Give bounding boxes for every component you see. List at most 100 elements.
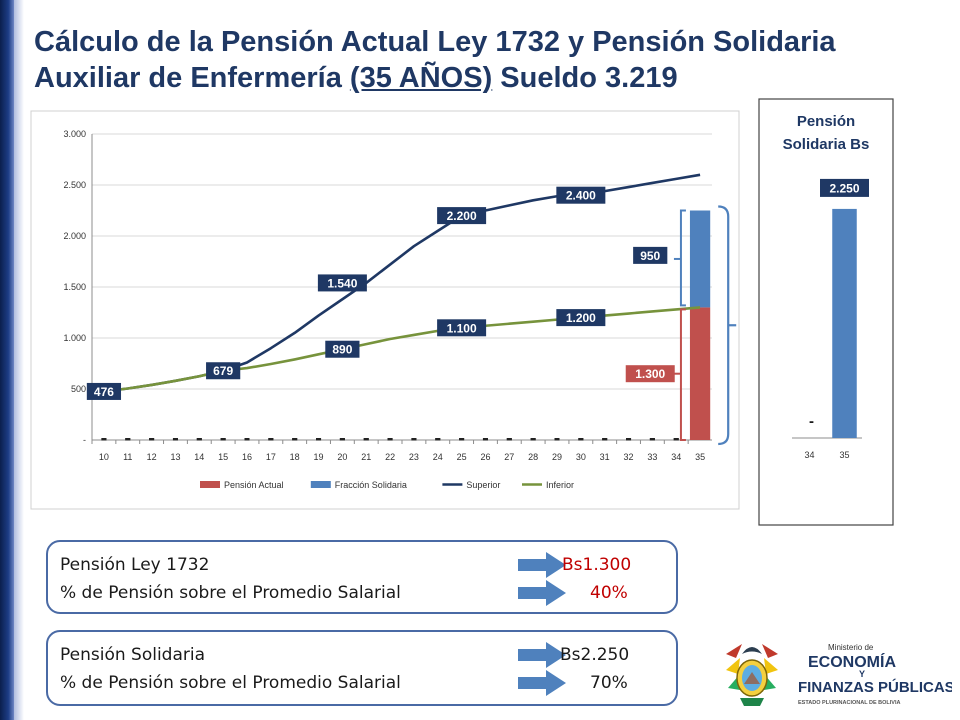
arrow-right-icon (518, 642, 566, 668)
logo-y-text: Y (859, 669, 865, 679)
zero-bar-marker (411, 438, 417, 441)
logo-finanzas-text: FINANZAS PÚBLICAS (798, 678, 952, 696)
x-tick-label: 19 (314, 452, 324, 462)
title-line-2-part-c: Sueldo 3.219 (492, 62, 678, 94)
data-label-text: 950 (640, 249, 660, 263)
data-label-box (625, 365, 675, 383)
pension-evolution-chart: - 500 1.000 1.500 2.000 2.500 3.000 10 11 12 13 14 1… (30, 110, 740, 510)
legend-label: Pensión Actual (224, 480, 284, 490)
side-data-label-text: 2.250 (829, 181, 859, 195)
x-tick-label: 11 (123, 452, 132, 462)
data-label: 2.200 (437, 207, 487, 225)
data-label-box (206, 362, 241, 380)
legend-entry: Superior (442, 480, 500, 490)
zero-bar-marker (268, 438, 274, 441)
x-tick-label: 33 (647, 452, 657, 462)
bar-fracción-solidaria (689, 210, 711, 308)
data-label-text: 890 (332, 343, 352, 357)
pension-solidaria-label: Pensión Solidaria (60, 645, 206, 665)
arrow-right-icon (518, 580, 566, 606)
data-label-box (325, 340, 360, 358)
x-tick-label: 16 (242, 452, 252, 462)
y-tick-label: 2.500 (63, 180, 86, 190)
data-label: 476 (86, 382, 122, 400)
x-tick-label: 12 (147, 452, 157, 462)
pension-solidaria-percent-label: % de Pensión sobre el Promedio Salarial (60, 673, 401, 693)
side-x-tick-label: 35 (839, 450, 849, 460)
pension-solidaria-percent-row: % de Pensión sobre el Promedio Salarial … (60, 670, 670, 698)
data-label: 679 (206, 362, 241, 380)
x-tick-label: 17 (266, 452, 276, 462)
pension-ley-percent-row: % de Pensión sobre el Promedio Salarial … (60, 580, 670, 608)
data-label-text: 1.200 (566, 311, 596, 325)
data-label-box (317, 274, 367, 292)
zero-bar-marker (626, 438, 632, 441)
x-tick-label: 27 (504, 452, 514, 462)
data-label-text: 2.400 (566, 189, 596, 203)
y-tick-label: - (83, 435, 86, 445)
zero-bar-marker (172, 438, 178, 441)
legend-label: Fracción Solidaria (335, 480, 407, 490)
data-label-text: 1.540 (327, 276, 357, 290)
zero-bar-marker (316, 438, 322, 441)
zero-bar-marker (339, 438, 345, 441)
x-tick-label: 35 (695, 452, 705, 462)
side-chart-title-line2: Solidaria Bs (783, 136, 870, 153)
data-label-box (437, 207, 487, 225)
x-tick-label: 21 (361, 452, 371, 462)
y-tick-label: 1.500 (63, 282, 86, 292)
data-label-text: 476 (94, 385, 114, 399)
legend-entry: Fracción Solidaria (310, 480, 407, 490)
ministry-logo: Ministerio de ECONOMÍA Y FINANZAS PÚBLIC… (726, 643, 952, 706)
zero-bar-marker (387, 438, 393, 441)
x-tick-label: 23 (409, 452, 419, 462)
x-tick-label: 18 (290, 452, 300, 462)
pension-solidaria-box: Pensión Solidaria Bs2.250 % de Pensión s… (46, 630, 678, 706)
solidarity-pension-chart: Pensión Solidaria Bs 34 - 35 2.250 (758, 98, 894, 526)
data-label: 1.100 (437, 319, 487, 337)
logo-estado-text: ESTADO PLURINACIONAL DE BOLIVIA (798, 700, 900, 706)
zero-bar-marker (292, 438, 298, 441)
zero-bar-marker (220, 438, 226, 441)
x-tick-label: 24 (433, 452, 443, 462)
x-tick-label: 14 (194, 452, 204, 462)
legend-label: Inferior (546, 480, 574, 490)
data-label: 2.400 (556, 186, 606, 204)
data-label-text: 1.300 (635, 367, 665, 381)
zero-bar-marker (482, 438, 488, 441)
data-label-box (86, 382, 122, 400)
x-tick-label: 22 (385, 452, 395, 462)
x-tick-label: 26 (480, 452, 490, 462)
chart-frame (30, 110, 740, 510)
x-tick-label: 25 (457, 452, 467, 462)
pension-solidaria-row: Pensión Solidaria Bs2.250 (60, 642, 670, 670)
side-data-label-text: - (809, 413, 814, 430)
x-tick-label: 29 (552, 452, 562, 462)
bar-pensión-actual (689, 307, 711, 440)
zero-bar-marker (602, 438, 608, 441)
zero-bar-marker (363, 438, 369, 441)
legend-entry: Pensión Actual (200, 480, 284, 490)
zero-bar-marker (196, 438, 202, 441)
pension-ley-row: Pensión Ley 1732 Bs1.300 (60, 552, 670, 580)
data-label-text: 679 (213, 364, 233, 378)
pension-ley-value: Bs1.300 (562, 555, 632, 575)
zero-bar-marker (554, 438, 560, 441)
bolivia-coat-of-arms-icon (726, 644, 778, 706)
zero-bar-marker (530, 438, 536, 441)
data-label: 890 (325, 340, 360, 358)
arrow-right-icon (518, 552, 566, 578)
pension-solidaria-value: Bs2.250 (560, 645, 630, 665)
title-line-2: Auxiliar de Enfermería (35 AÑOS) Sueldo … (34, 60, 944, 96)
zero-bar-marker (244, 438, 250, 441)
data-label-box (556, 309, 606, 327)
pension-ley-box: Pensión Ley 1732 Bs1.300 % de Pensión so… (46, 540, 678, 614)
y-tick-label: 3.000 (63, 129, 86, 139)
zero-bar-marker (459, 438, 465, 441)
zero-bar-marker (506, 438, 512, 441)
side-bar (832, 208, 857, 438)
zero-bar-marker (435, 438, 441, 441)
x-tick-label: 13 (170, 452, 180, 462)
pension-ley-percent-value: 40% (590, 583, 628, 603)
zero-bar-marker (578, 438, 584, 441)
